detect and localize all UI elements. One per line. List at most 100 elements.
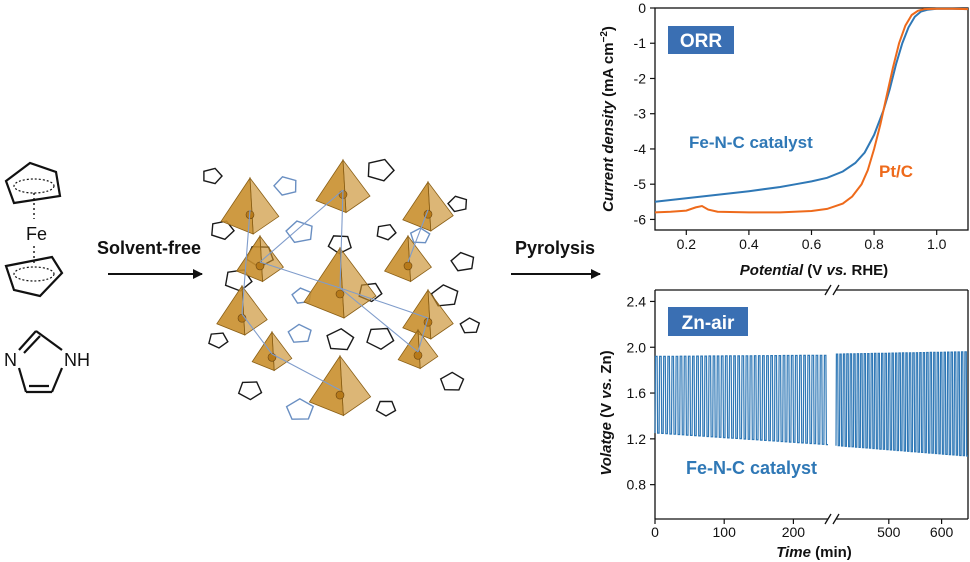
zn-x-tick-label: 200 [782,524,806,540]
orr-y-tick-label: -5 [634,176,647,192]
zif-zn-tetrahedron [308,354,344,417]
zif-linker-bond [339,287,429,319]
zif-imidazolate-ring [430,284,459,307]
solvent-free-label: Solvent-free [97,238,201,258]
zif-linker-bond [417,317,429,353]
zif-zn-tetrahedron [383,234,412,283]
zif-zn-tetrahedron [315,158,347,214]
zif-imidazolate-ring [376,223,397,241]
zif-linker-bond [259,261,341,289]
imidazole-nh-label: NH [64,350,90,370]
orr-x-tick-label: 1.0 [927,236,947,252]
zn-badge [668,307,748,336]
zif-imidazolate-ring [439,371,465,391]
zif-linker-bond [407,209,429,263]
orr-series-ptc-line [654,7,969,214]
zif-zn-tetrahedron [271,330,293,372]
cp-ring-bottom-aromatic [13,266,55,282]
zif-zn-tetrahedron [235,234,264,283]
zif-zn-tetrahedron [249,176,280,235]
zif-zn-tetrahedron [342,158,371,214]
fe-label: Fe [26,224,47,244]
zif-linker-bond [241,313,273,355]
zif-imidazolate-ring [366,327,395,351]
imidazole-molecule: N NH [4,330,90,394]
zif-imidazolate-ring [208,332,229,349]
zn-y-tick-label: 2.4 [627,293,647,309]
orr-x-tick-label: 0.4 [739,236,759,252]
zif-imidazolate-ring [450,251,475,272]
orr-y-tick-label: -3 [634,106,647,122]
zif-crystal-structure [203,158,481,420]
zif-imidazolate-ring [375,400,397,417]
zif-imidazolate-ring [287,323,312,343]
cp-ring-top-aromatic [13,178,55,194]
zif-imidazolate-ring [273,176,297,196]
zn-y-tick-label: 1.6 [627,385,647,401]
orr-series-fenc-line [654,7,969,203]
zif-zn-tetrahedron [402,180,432,232]
orr-x-tick-label: 0.8 [864,236,884,252]
zif-zn-tetrahedron [216,284,246,336]
zn-annotation-fenc: Fe-N-C catalyst [686,458,817,478]
orr-x-tick-label: 0.2 [677,236,697,252]
zif-imidazolate-ring [203,167,223,185]
zif-linker-bond [271,353,341,391]
orr-badge-text: ORR [680,31,723,52]
zif-linker-bond [241,209,251,315]
pyrolysis-label: Pyrolysis [515,238,595,258]
cp-ring-bottom [4,255,64,298]
zn-y-tick-label: 0.8 [627,477,647,493]
orr-badge [668,26,734,54]
zn-axis-break-mark [824,513,832,525]
zif-imidazolate-ring [459,317,481,334]
zn-axis-break-mark [824,284,832,296]
zn-y-tick-label: 2.0 [627,339,647,355]
orr-y-tick-label: -2 [634,70,647,86]
zn-x-tick-label: 0 [651,524,659,540]
zn-badge-text: Zn-air [682,313,735,334]
zif-linker-bond [339,189,344,289]
orr-x-tick-label: 0.6 [802,236,822,252]
zif-metal-atom [413,350,423,360]
cp-ring-top [4,161,62,205]
ferrocene-molecule: Fe [4,161,64,298]
orr-y-tick-label: 0 [638,0,646,16]
orr-annotation-ptc: Pt/C [879,162,913,181]
zif-imidazolate-ring [326,327,355,351]
zif-linker-bond [259,189,344,263]
orr-y-axis-label: Current density (mA cm−2) [599,26,617,212]
orr-x-axis-label: Potential (V vs. RHE) [740,262,888,279]
orr-y-tick-label: -4 [634,141,647,157]
zn-x-tick-label: 100 [713,524,737,540]
zn-y-axis-label: Volatge (V vs. Zn) [598,350,615,475]
zn-axis-break-mark [832,284,840,296]
zif-metal-atom [403,261,413,271]
zif-zn-tetrahedron [251,330,275,372]
zif-metal-atom [335,289,345,299]
orr-annotation-fenc: Fe-N-C catalyst [689,133,813,152]
zif-imidazolate-ring [367,158,395,182]
zif-zn-tetrahedron [339,354,372,417]
zn-x-tick-label: 500 [877,524,901,540]
zif-metal-atom [335,390,345,400]
zif-imidazolate-ring [447,195,468,213]
zif-zn-tetrahedron [397,328,421,370]
zif-zn-tetrahedron [427,180,454,232]
zif-imidazolate-ring [285,397,315,420]
zif-zn-tetrahedron [427,288,454,340]
zn-x-axis-label: Time (min) [776,544,852,561]
zif-imidazolate-ring [237,381,263,401]
orr-chart: 0 -1 -2 -3 -4 -5 -6 0.2 0.4 0.6 0.8 1.0 ORR Fe-N-C… [599,0,969,279]
zn-charge-discharge-curve [654,354,828,446]
zif-imidazolate-ring [285,220,313,244]
orr-y-tick-label: -6 [634,211,647,227]
zn-x-tick-label: 600 [930,524,954,540]
zn-y-tick-label: 1.2 [627,431,647,447]
zif-zn-tetrahedron [241,284,268,336]
imidazole-n-label: N [4,350,17,370]
zn-air-chart: 0.8 1.2 1.6 2.0 2.4 0 100 200 500 600 Zn-air Fe-… [598,284,969,561]
zn-charge-discharge-curve [835,351,968,457]
zif-linker-bond [339,287,419,353]
